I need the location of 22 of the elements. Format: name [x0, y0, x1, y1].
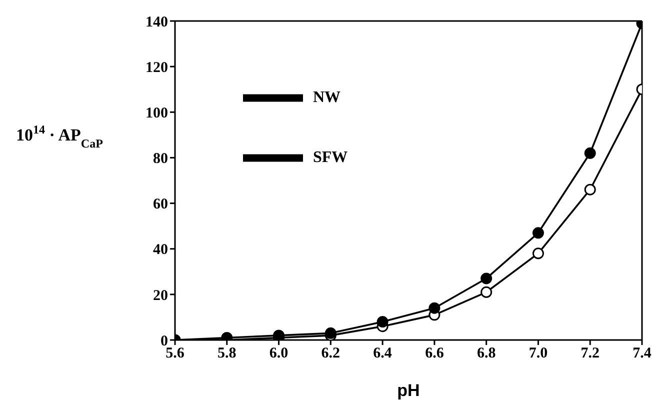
x-tick-label: 6.0 — [269, 346, 288, 362]
x-tick-label: 6.8 — [476, 346, 496, 362]
legend-label: SFW — [313, 148, 348, 166]
x-tick-label: 7.2 — [580, 346, 600, 362]
y-tick-label: 140 — [146, 14, 168, 30]
y-tick-label: 0 — [160, 333, 168, 350]
x-tick-label: 6.4 — [373, 346, 392, 362]
y-tick-label: 60 — [153, 196, 168, 213]
y-tick-label: 80 — [153, 151, 168, 168]
x-tick-label: 6.6 — [425, 346, 444, 362]
x-tick-label: 5.8 — [218, 346, 236, 362]
y-tick-label: 120 — [146, 60, 168, 76]
y-axis-title: 10$^{14}$ · AP$_{CaP}$ — [16, 122, 103, 150]
y-tick-label: 40 — [153, 242, 168, 258]
x-tick-label: 5.6 — [166, 346, 185, 362]
x-tick-label: 6.2 — [321, 346, 340, 362]
x-axis-title: pH — [397, 381, 420, 400]
y-tick-label: 20 — [153, 288, 168, 304]
x-tick-label: 7.0 — [528, 346, 548, 362]
x-tick-label: 7.4 — [632, 346, 652, 362]
y-tick-label: 100 — [146, 105, 168, 122]
legend-label: NW — [313, 88, 341, 106]
